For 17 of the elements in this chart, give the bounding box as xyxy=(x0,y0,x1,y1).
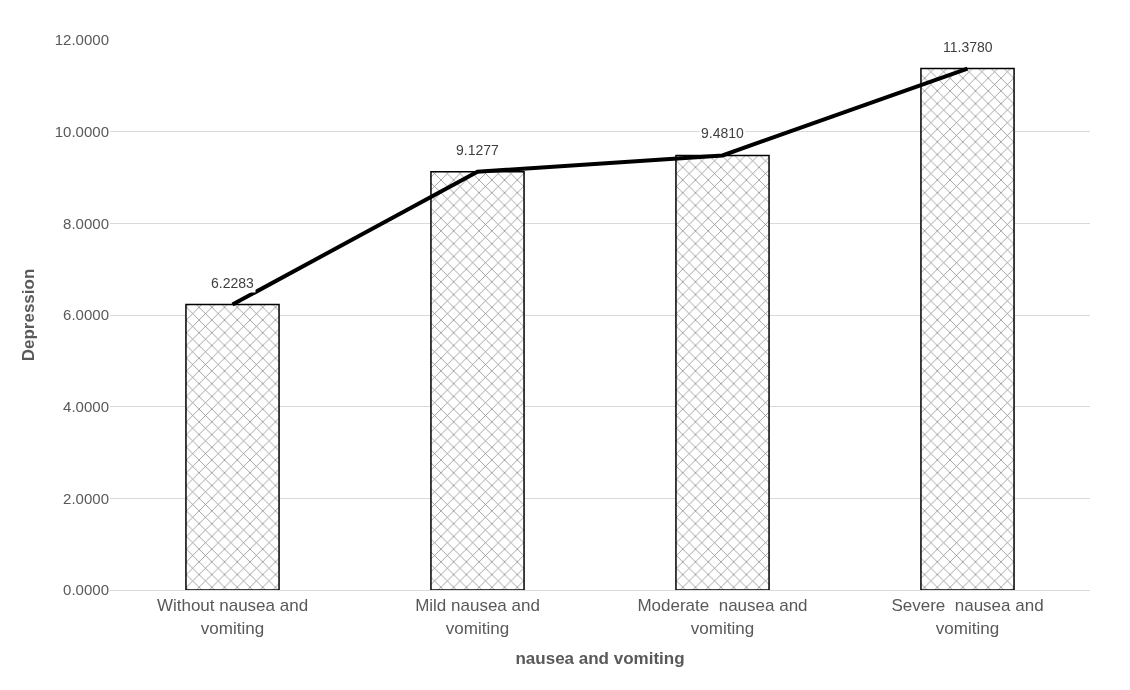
x-axis-title: nausea and vomiting xyxy=(515,648,685,668)
data-label: 9.1277 xyxy=(456,142,500,158)
y-tick-label: 0.0000 xyxy=(63,581,109,599)
y-tick-label: 2.0000 xyxy=(63,489,109,507)
data-label: 6.2283 xyxy=(211,275,255,291)
data-label: 11.3780 xyxy=(943,39,993,55)
y-tick-label: 4.0000 xyxy=(63,397,109,415)
y-tick-label: 10.0000 xyxy=(54,122,109,140)
x-tick-label: Mild nausea and vomiting xyxy=(415,596,540,638)
x-tick-label: Severe nausea and vomiting xyxy=(891,596,1044,638)
y-tick-label: 12.0000 xyxy=(54,31,109,49)
y-tick-label: 8.0000 xyxy=(63,214,109,232)
x-tick-label: Moderate nausea and vomiting xyxy=(637,596,808,638)
x-tick-label: Without nausea and vomiting xyxy=(156,596,309,638)
data-label: 9.4810 xyxy=(701,125,745,141)
y-tick-label: 6.0000 xyxy=(63,306,109,324)
y-axis-title: Depression xyxy=(19,268,39,362)
